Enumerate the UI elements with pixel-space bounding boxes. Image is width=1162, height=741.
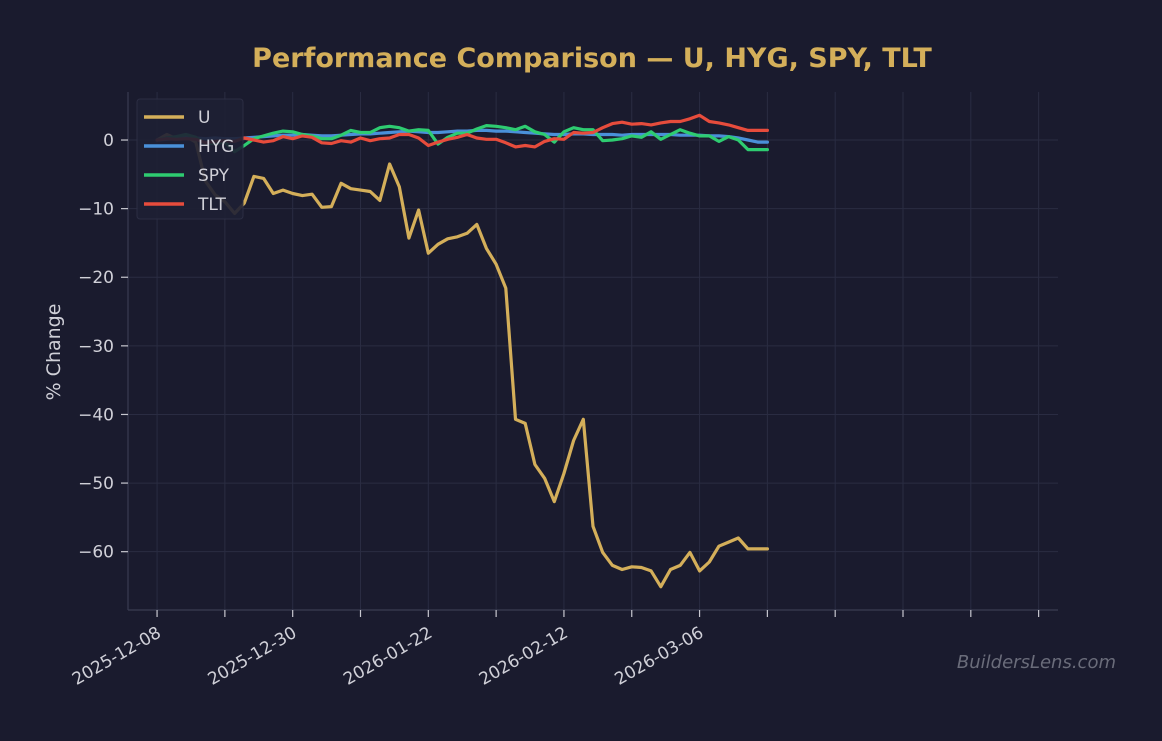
y-tick-label: −60 bbox=[78, 543, 114, 563]
series-lines bbox=[155, 113, 770, 589]
y-tick-label: 0 bbox=[103, 131, 114, 151]
chart-title: Performance Comparison — U, HYG, SPY, TL… bbox=[252, 43, 932, 74]
y-tick-label: −10 bbox=[78, 200, 114, 220]
y-tick-label: −40 bbox=[78, 405, 114, 425]
legend-box bbox=[136, 98, 244, 220]
legend-label-spy: SPY bbox=[198, 166, 230, 186]
y-tick-label: −50 bbox=[78, 474, 114, 494]
series-line-u bbox=[155, 132, 770, 589]
grid-lines bbox=[128, 92, 1058, 610]
legend-label-tlt: TLT bbox=[197, 195, 227, 215]
y-axis-label: % Change bbox=[43, 304, 65, 401]
legend: U HYG SPY TLT bbox=[136, 98, 244, 220]
legend-label-hyg: HYG bbox=[198, 137, 234, 157]
y-ticks: 0 −10 −20 −30 −40 −50 −60 bbox=[78, 131, 128, 563]
y-tick-label: −20 bbox=[78, 268, 114, 288]
series-line-spy bbox=[155, 123, 770, 154]
watermark: BuildersLens.com bbox=[957, 652, 1116, 673]
y-tick-label: −30 bbox=[78, 337, 114, 357]
series-line-tlt bbox=[155, 113, 770, 149]
legend-label-u: U bbox=[198, 108, 210, 128]
